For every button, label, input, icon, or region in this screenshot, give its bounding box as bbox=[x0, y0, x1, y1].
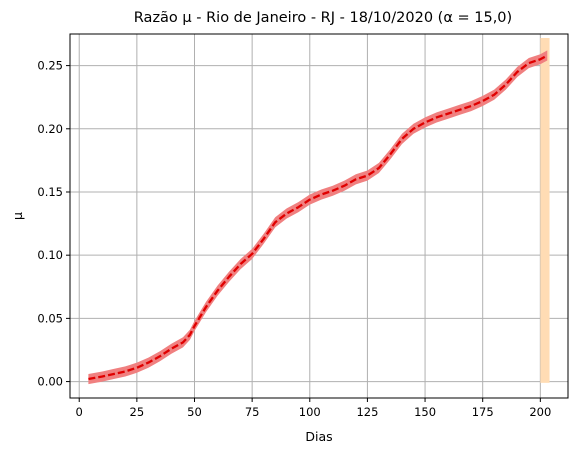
y-tick-label: 0.10 bbox=[37, 248, 63, 262]
x-axis-label: Dias bbox=[305, 429, 332, 444]
x-axis: 0 25 50 75 100 125 150 175 200 bbox=[76, 398, 551, 419]
x-tick-label: 175 bbox=[472, 405, 494, 419]
grid bbox=[70, 34, 568, 398]
y-tick-label: 0.25 bbox=[37, 59, 63, 73]
chart-title: Razão μ - Rio de Janeiro - RJ - 18/10/20… bbox=[134, 10, 512, 26]
x-tick-label: 0 bbox=[76, 405, 83, 419]
x-tick-label: 125 bbox=[356, 405, 378, 419]
x-tick-label: 75 bbox=[245, 405, 260, 419]
y-axis-label: μ bbox=[10, 212, 25, 220]
y-tick-label: 0.15 bbox=[37, 185, 63, 199]
highlight-band bbox=[540, 38, 550, 383]
x-tick-label: 100 bbox=[299, 405, 321, 419]
y-axis: 0.00 0.05 0.10 0.15 0.20 0.25 bbox=[37, 59, 70, 389]
y-tick-label: 0.05 bbox=[37, 311, 63, 325]
plot-frame bbox=[69, 33, 569, 399]
y-tick-label: 0.00 bbox=[37, 375, 63, 389]
x-tick-label: 150 bbox=[414, 405, 436, 419]
highlight-band-layer bbox=[540, 38, 550, 383]
x-tick-label: 200 bbox=[529, 405, 551, 419]
series-layer bbox=[88, 50, 548, 385]
x-tick-label: 25 bbox=[130, 405, 145, 419]
series-line bbox=[88, 54, 548, 381]
y-tick-label: 0.20 bbox=[37, 122, 63, 136]
series-confidence-band bbox=[88, 50, 548, 385]
x-tick-label: 50 bbox=[187, 405, 202, 419]
